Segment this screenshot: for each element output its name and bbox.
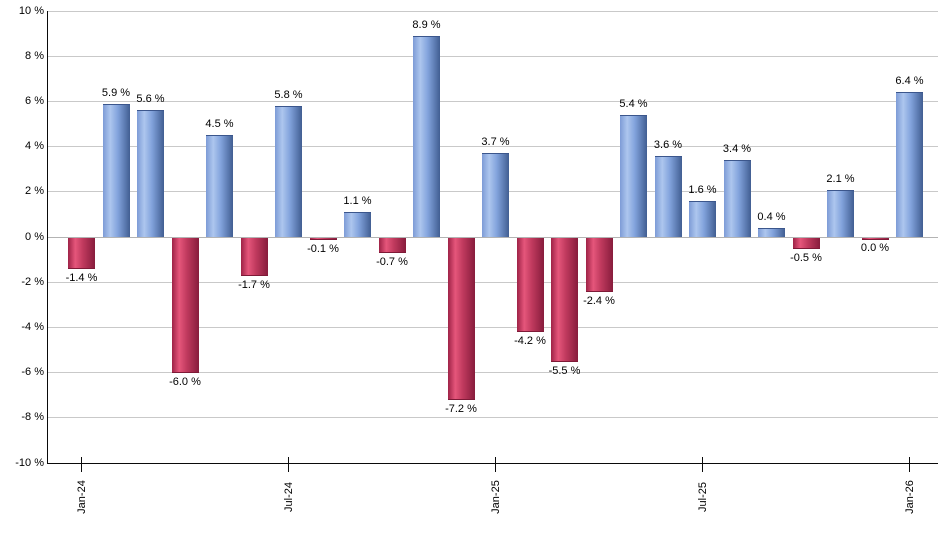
bar-value-label: -7.2 % (445, 403, 477, 416)
bar-positive[interactable] (654, 155, 682, 237)
gridline (48, 10, 938, 12)
y-tick-label: -10 % (15, 456, 44, 469)
bar-positive[interactable] (620, 114, 647, 237)
x-tick-label: Jul-25 (663, 471, 743, 512)
bar-value-label: 2.1 % (826, 172, 855, 185)
bar-positive[interactable] (137, 110, 164, 237)
x-tick-label: Jan-24 (42, 471, 122, 514)
bar-value-label: -0.7 % (376, 256, 408, 269)
bar-positive[interactable] (206, 135, 233, 237)
x-tick-label-text: Jan-26 (903, 480, 916, 514)
gridline (48, 326, 938, 328)
bar-positive[interactable] (896, 92, 923, 237)
bar-value-label: 3.7 % (481, 136, 510, 149)
x-axis-line (46, 462, 938, 464)
bar-value-label: -2.4 % (583, 294, 615, 307)
y-tick-label: 0 % (25, 230, 44, 243)
bar-value-label: -4.2 % (514, 335, 546, 348)
bar-negative[interactable] (68, 237, 95, 270)
bar-negative[interactable] (551, 237, 578, 362)
x-tick-label-text: Jul-24 (282, 482, 295, 512)
x-tick-label: Jul-24 (249, 471, 329, 512)
gridline (48, 417, 938, 419)
bar-value-label: -6.0 % (169, 376, 201, 389)
bar-value-label: 8.9 % (412, 18, 441, 31)
bar-negative[interactable] (309, 237, 337, 240)
bar-positive[interactable] (275, 105, 302, 237)
bar-positive[interactable] (102, 103, 130, 237)
y-axis-line (46, 11, 48, 464)
bar-value-label: -1.7 % (238, 278, 270, 291)
bar-value-label: 5.8 % (274, 88, 303, 101)
bar-negative[interactable] (792, 237, 820, 249)
bar-value-label: 5.4 % (619, 97, 648, 110)
bar-value-label: -5.5 % (548, 364, 581, 377)
bar-negative[interactable] (240, 237, 268, 276)
gridline (48, 281, 938, 283)
bar-value-label: 0.0 % (860, 242, 890, 254)
bar-positive[interactable] (723, 160, 751, 237)
bar-negative[interactable] (447, 237, 475, 401)
bar-value-label: -0.5 % (790, 251, 822, 264)
bar-positive[interactable] (482, 153, 509, 237)
y-tick-label: -8 % (21, 411, 44, 424)
bar-value-label: 3.6 % (653, 138, 683, 151)
gridline (48, 372, 938, 374)
bar-value-label: 6.4 % (895, 75, 924, 88)
bar-value-label: 1.1 % (343, 195, 372, 208)
x-tick (81, 457, 82, 472)
y-tick-label: 10 % (18, 4, 44, 17)
x-tick (702, 457, 703, 472)
bar-value-label: -1.4 % (65, 272, 98, 285)
bar-negative[interactable] (378, 237, 406, 254)
y-tick-label: -2 % (21, 275, 44, 288)
bar-value-label: 5.6 % (136, 93, 165, 106)
y-tick-label: 2 % (25, 185, 44, 198)
x-tick (288, 457, 289, 472)
x-tick (495, 457, 496, 472)
bar-value-label: 3.4 % (722, 143, 752, 156)
x-tick-label: Jan-26 (870, 471, 940, 514)
x-tick-label: Jan-25 (456, 471, 536, 514)
bar-positive[interactable] (689, 200, 716, 237)
x-tick-label-text: Jul-25 (696, 482, 709, 512)
y-tick-label: 6 % (25, 94, 44, 107)
bar-value-label: -0.1 % (307, 242, 339, 255)
y-tick-label: 4 % (25, 140, 44, 153)
bar-negative[interactable] (516, 237, 544, 333)
bar-value-label: 5.9 % (101, 86, 131, 99)
bar-positive[interactable] (861, 237, 889, 240)
bar-positive[interactable] (758, 227, 785, 237)
x-tick-label-text: Jan-25 (489, 480, 502, 514)
bar-negative[interactable] (585, 237, 613, 292)
bar-positive[interactable] (344, 212, 371, 237)
zero-gridline (48, 236, 938, 238)
bar-value-label: 4.5 % (205, 118, 234, 131)
bar-positive[interactable] (827, 189, 854, 237)
bar-positive[interactable] (413, 35, 440, 237)
gridline (48, 146, 938, 148)
bar-negative[interactable] (171, 237, 199, 374)
y-tick-label: 8 % (25, 49, 44, 62)
gridline (48, 55, 938, 57)
y-tick-label: -6 % (21, 366, 44, 379)
gridline (48, 100, 938, 102)
bar-value-label: 0.4 % (757, 210, 786, 223)
y-tick-label: -4 % (21, 320, 44, 333)
x-tick-label-text: Jan-24 (75, 480, 88, 514)
bar-value-label: 1.6 % (688, 183, 717, 196)
x-tick (909, 457, 910, 472)
